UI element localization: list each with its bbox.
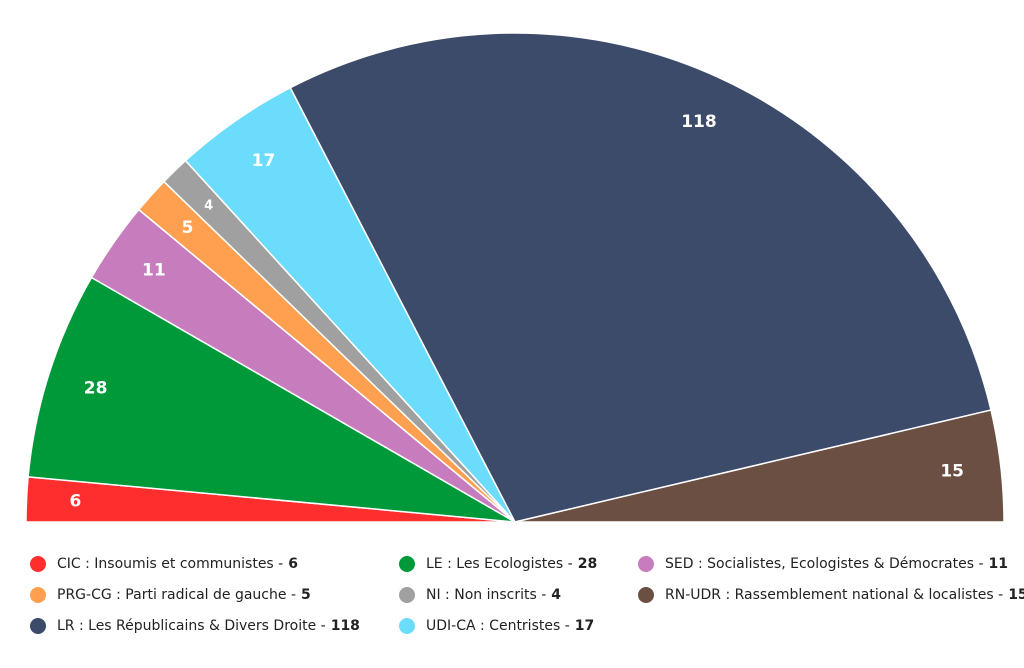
legend-entry: NI : Non inscrits - 4 — [426, 587, 561, 603]
legend-label: PRG-CG : Parti radical de gauche - — [57, 587, 296, 603]
legend-value: 6 — [288, 556, 298, 572]
legend-swatch — [399, 587, 415, 603]
legend-entry: LR : Les Républicains & Divers Droite - 1… — [57, 618, 360, 634]
legend-value: 17 — [575, 618, 594, 634]
slice-label: 17 — [252, 151, 276, 171]
legend-entry: CIC : Insoumis et communistes - 6 — [57, 556, 298, 572]
legend-label: LE : Les Ecologistes - — [426, 556, 573, 572]
slice — [289, 32, 992, 523]
slice-label: 118 — [681, 112, 717, 132]
slice-label: 4 — [204, 199, 213, 214]
legend-entry: LE : Les Ecologistes - 28 — [426, 556, 597, 572]
slice-label: 6 — [69, 492, 81, 512]
legend-entry: RN-UDR : Rassemblement national & locali… — [665, 587, 1024, 603]
legend-swatch — [638, 556, 654, 572]
legend-swatch — [30, 556, 46, 572]
legend-swatch — [638, 587, 654, 603]
slice — [27, 276, 516, 523]
legend-label: NI : Non inscrits - — [426, 587, 546, 603]
legend-value: 15 — [1008, 587, 1024, 603]
legend-value: 28 — [578, 556, 597, 572]
slice-label: 11 — [142, 260, 166, 280]
legend-swatch — [30, 587, 46, 603]
legend-swatch — [30, 618, 46, 634]
legend-value: 4 — [551, 587, 561, 603]
legend-value: 5 — [301, 587, 311, 603]
legend-entry: SED : Socialistes, Ecologistes & Démocra… — [665, 556, 1008, 572]
legend-entry: PRG-CG : Parti radical de gauche - 5 — [57, 587, 311, 603]
legend-swatch — [399, 556, 415, 572]
legend-value: 118 — [331, 618, 360, 634]
slice-label: 5 — [182, 218, 194, 238]
legend-entry: UDI-CA : Centristes - 17 — [426, 618, 594, 634]
legend-value: 11 — [989, 556, 1008, 572]
slice-label: 28 — [84, 379, 108, 399]
legend-label: RN-UDR : Rassemblement national & locali… — [665, 587, 1003, 603]
legend-label: CIC : Insoumis et communistes - — [57, 556, 283, 572]
legend-swatch — [399, 618, 415, 634]
legend-label: SED : Socialistes, Ecologistes & Démocra… — [665, 556, 984, 572]
legend-label: LR : Les Républicains & Divers Droite - — [57, 618, 326, 634]
slice-label: 15 — [940, 461, 964, 481]
slice — [514, 409, 1005, 523]
legend-label: UDI-CA : Centristes - — [426, 618, 570, 634]
